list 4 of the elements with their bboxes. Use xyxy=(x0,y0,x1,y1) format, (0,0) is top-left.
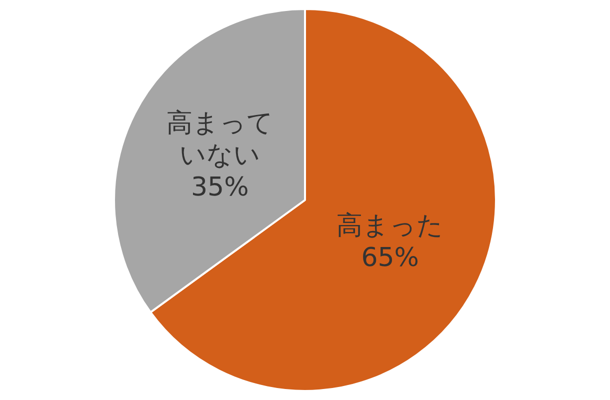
data-label: 65% xyxy=(361,243,419,274)
slice-label: 高まっていない xyxy=(166,108,274,170)
slice-label: 高まった xyxy=(336,211,444,242)
data-label: 35% xyxy=(191,172,249,202)
